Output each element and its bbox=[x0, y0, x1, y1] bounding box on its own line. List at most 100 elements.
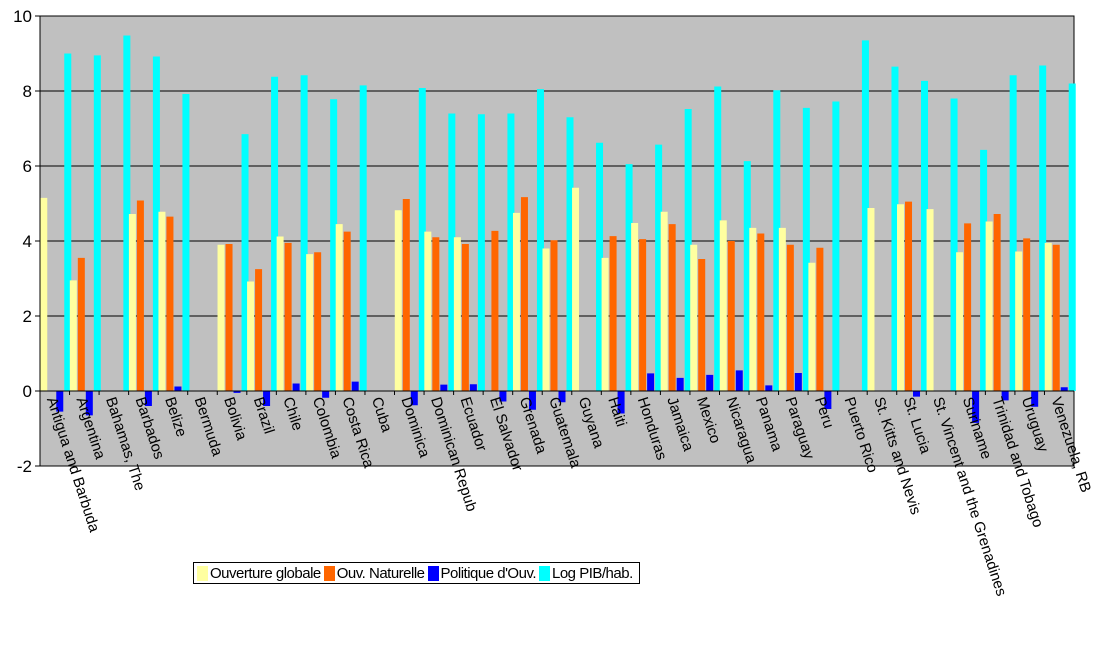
bar bbox=[706, 374, 714, 391]
bar bbox=[808, 262, 816, 391]
bar bbox=[512, 212, 520, 391]
bar bbox=[1031, 391, 1039, 407]
bar bbox=[276, 236, 284, 391]
bars bbox=[39, 35, 1076, 423]
bar bbox=[77, 257, 85, 391]
bar bbox=[461, 244, 469, 391]
bar bbox=[292, 383, 300, 391]
bar bbox=[985, 221, 993, 391]
bar bbox=[765, 385, 773, 391]
bar bbox=[647, 373, 655, 391]
bar bbox=[40, 197, 48, 391]
bar bbox=[93, 55, 101, 391]
y-tick-label: 10 bbox=[13, 7, 32, 26]
legend-item: Politique d'Ouv. bbox=[427, 564, 537, 582]
bar bbox=[1044, 242, 1052, 391]
legend-label: Politique d'Ouv. bbox=[440, 564, 537, 582]
bar bbox=[1015, 251, 1023, 391]
bar bbox=[786, 244, 794, 391]
legend-item: Log PIB/hab. bbox=[539, 565, 633, 582]
y-tick-label: 0 bbox=[23, 382, 32, 401]
bar bbox=[300, 75, 308, 391]
bar bbox=[926, 209, 934, 391]
bar bbox=[284, 242, 292, 391]
bar bbox=[528, 391, 536, 410]
bar bbox=[956, 252, 964, 391]
bar bbox=[453, 237, 461, 391]
y-tick-label: -2 bbox=[17, 457, 32, 476]
bar bbox=[690, 244, 698, 391]
bar bbox=[897, 204, 905, 391]
bar bbox=[128, 214, 136, 391]
legend-label: Ouv. Naturelle bbox=[336, 564, 425, 582]
bar bbox=[469, 384, 477, 391]
bar bbox=[432, 237, 440, 391]
y-tick-label: 4 bbox=[23, 232, 32, 251]
bar bbox=[832, 101, 840, 391]
legend-label: Ouverture globale bbox=[210, 564, 321, 582]
bar bbox=[166, 216, 174, 391]
bar bbox=[322, 391, 330, 398]
bar bbox=[542, 248, 550, 391]
bar bbox=[861, 40, 869, 391]
bar bbox=[123, 35, 131, 391]
bar bbox=[727, 241, 735, 391]
bar bbox=[1068, 83, 1076, 391]
bar bbox=[773, 90, 781, 391]
bar bbox=[816, 247, 824, 391]
bar bbox=[56, 391, 64, 412]
bar bbox=[158, 211, 166, 391]
bar bbox=[499, 391, 507, 402]
bar bbox=[558, 391, 566, 403]
bar bbox=[330, 99, 338, 391]
bar bbox=[233, 391, 241, 393]
bar bbox=[566, 117, 574, 391]
bar bbox=[980, 149, 988, 391]
bar bbox=[64, 53, 72, 391]
legend-swatch bbox=[197, 565, 208, 581]
bar bbox=[359, 85, 367, 391]
bar bbox=[225, 244, 233, 391]
bar bbox=[182, 94, 190, 391]
bar bbox=[85, 391, 93, 416]
bar bbox=[972, 391, 980, 423]
bar bbox=[891, 66, 899, 391]
bar bbox=[572, 187, 580, 391]
bar bbox=[448, 113, 456, 391]
bar bbox=[247, 281, 255, 391]
bar bbox=[625, 164, 633, 391]
bar bbox=[424, 231, 432, 391]
y-tick-label: 6 bbox=[23, 157, 32, 176]
y-tick-label: 8 bbox=[23, 82, 32, 101]
bar bbox=[1039, 65, 1047, 391]
bar bbox=[1023, 238, 1031, 391]
y-tick-label: 2 bbox=[23, 307, 32, 326]
bar bbox=[617, 391, 625, 414]
bar bbox=[1052, 244, 1060, 391]
legend: Ouverture globale Ouv. Naturelle Politiq… bbox=[193, 562, 640, 584]
bar bbox=[271, 76, 279, 391]
bar bbox=[660, 211, 668, 391]
bar bbox=[596, 142, 604, 391]
bar bbox=[867, 208, 875, 391]
bar bbox=[684, 109, 692, 391]
bar bbox=[144, 391, 152, 406]
legend-label: Log PIB/hab. bbox=[552, 564, 633, 582]
bar bbox=[993, 214, 1001, 391]
bar bbox=[491, 230, 499, 391]
bar bbox=[69, 280, 77, 391]
bar bbox=[749, 227, 757, 391]
bar bbox=[921, 80, 929, 391]
bar bbox=[913, 391, 921, 397]
bar bbox=[950, 98, 958, 391]
bar bbox=[507, 113, 515, 391]
bar bbox=[536, 89, 544, 391]
bar bbox=[314, 252, 322, 391]
bar bbox=[601, 257, 609, 391]
bar bbox=[255, 269, 263, 391]
bar bbox=[631, 223, 639, 391]
bar bbox=[714, 86, 722, 391]
bar bbox=[1001, 391, 1009, 401]
bar bbox=[802, 107, 810, 391]
